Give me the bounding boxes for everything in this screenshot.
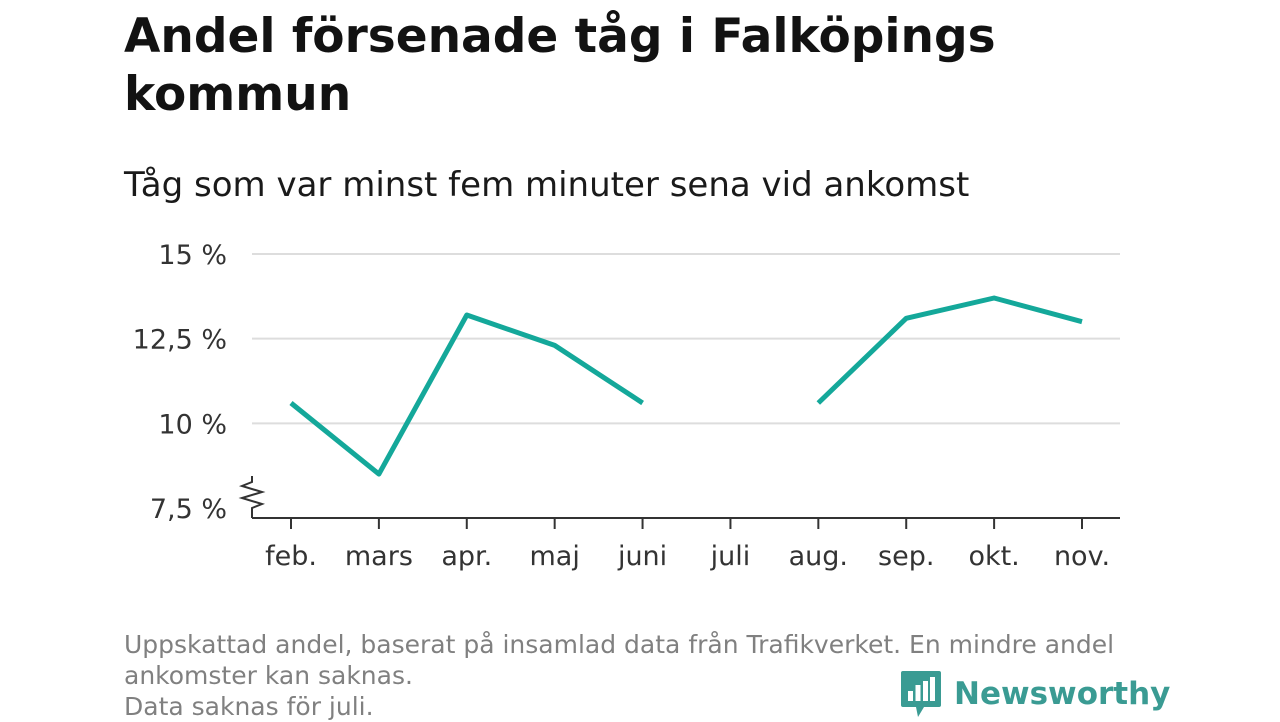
y-tick-label: 7,5 % — [150, 494, 227, 525]
x-tick-label: juni — [617, 541, 667, 572]
y-tick-label: 15 % — [158, 240, 227, 271]
axis-break-icon — [238, 476, 266, 518]
x-tick-label: aug. — [789, 541, 848, 572]
footnote-line-2: ankomster kan saknas. — [124, 661, 413, 690]
y-tick-label: 10 % — [158, 409, 227, 440]
chart-subtitle: Tåg som var minst fem minuter sena vid a… — [124, 165, 970, 205]
x-tick-label: okt. — [968, 541, 1019, 572]
y-tick-label: 12,5 % — [133, 325, 227, 356]
series-line — [289, 312, 644, 477]
x-tick-label: mars — [345, 541, 413, 572]
x-tick-label: apr. — [441, 541, 492, 572]
x-tick-label: maj — [529, 541, 579, 572]
chart-title: Andel försenade tåg i Falköpings kommun — [124, 9, 996, 122]
brand-name: Newsworthy — [954, 676, 1171, 712]
x-tick-label: juli — [710, 541, 751, 572]
series-line — [816, 295, 1083, 405]
x-tick-label: feb. — [265, 541, 317, 572]
footnote-line-1: Uppskattad andel, baserat på insamlad da… — [124, 630, 1115, 659]
footnote-line-3: Data saknas för juli. — [124, 692, 374, 721]
x-tick-label: nov. — [1054, 541, 1110, 572]
line-chart: 7,5 % 10 % 12,5 % 15 % feb. mars apr. maj juni ju… — [133, 240, 1120, 572]
x-tick-label: sep. — [878, 541, 934, 572]
footnote: Uppskattad andel, baserat på insamlad da… — [124, 629, 1154, 722]
bar-chart-bubble-icon — [901, 671, 941, 717]
brand-logo: Newsworthy — [900, 668, 1170, 720]
